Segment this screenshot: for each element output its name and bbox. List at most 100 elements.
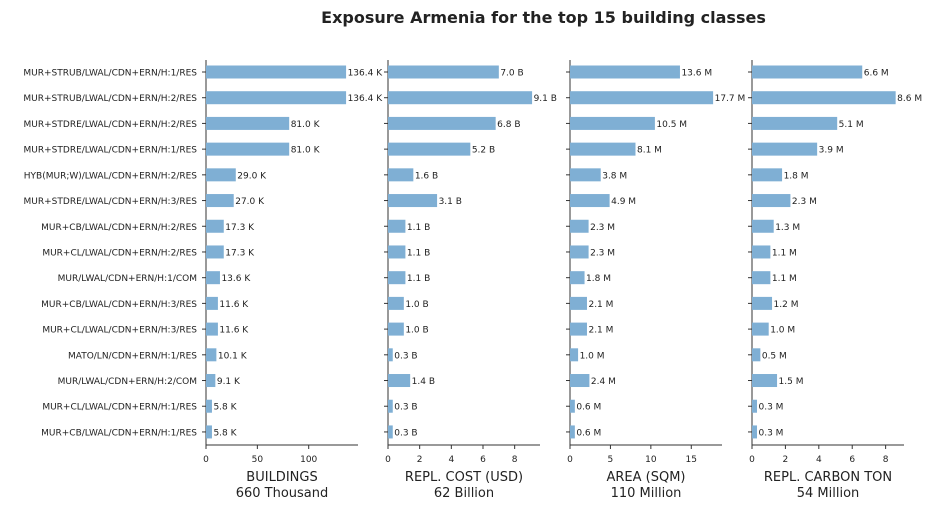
data-label: 5.8 K xyxy=(213,428,237,438)
x-tick-label: 0 xyxy=(203,455,209,465)
data-label: 81.0 K xyxy=(291,120,321,130)
bar xyxy=(206,425,212,439)
bar xyxy=(570,348,579,362)
data-label: 1.4 B xyxy=(412,377,435,387)
bar xyxy=(570,168,601,182)
x-tick-label: 0 xyxy=(749,455,755,465)
bar xyxy=(206,142,290,156)
data-label: 1.8 M xyxy=(586,274,611,284)
bar xyxy=(570,65,680,79)
bar xyxy=(752,322,769,336)
data-label: 17.3 K xyxy=(225,248,255,258)
data-label: 1.5 M xyxy=(779,377,804,387)
data-label: 4.9 M xyxy=(611,197,636,207)
data-label: 136.4 K xyxy=(348,94,384,104)
bar xyxy=(752,271,771,285)
bar xyxy=(206,194,234,208)
bar xyxy=(388,219,406,233)
bar xyxy=(388,168,414,182)
data-label: 2.1 M xyxy=(588,300,613,310)
x-tick-label: 0 xyxy=(385,455,391,465)
bar xyxy=(206,168,236,182)
bar xyxy=(388,322,404,336)
category-label: MUR+CB/LWAL/CDN+ERN/H:2/RES xyxy=(41,223,197,233)
category-label: MUR+CL/LWAL/CDN+ERN/H:1/RES xyxy=(42,403,197,413)
category-label: MUR+CB/LWAL/CDN+ERN/H:3/RES xyxy=(41,300,197,310)
x-axis-label: BUILDINGS xyxy=(246,470,317,485)
data-label: 10.1 K xyxy=(218,351,248,361)
data-label: 6.8 B xyxy=(497,120,520,130)
bar xyxy=(388,348,393,362)
data-label: 13.6 K xyxy=(221,274,251,284)
x-tick-label: 5 xyxy=(608,455,614,465)
bar xyxy=(752,219,774,233)
bar xyxy=(388,271,406,285)
bar xyxy=(570,245,589,259)
x-axis-label: REPL. CARBON TON xyxy=(764,470,892,485)
x-tick-label: 100 xyxy=(300,455,317,465)
data-label: 7.0 B xyxy=(500,69,523,79)
bar xyxy=(752,296,773,310)
category-label: MUR+STRUB/LWAL/CDN+ERN/H:1/RES xyxy=(23,69,197,79)
data-label: 1.0 M xyxy=(580,351,605,361)
x-tick-label: 8 xyxy=(883,455,889,465)
bar xyxy=(388,296,404,310)
category-label: MUR+CL/LWAL/CDN+ERN/H:2/RES xyxy=(42,248,197,258)
data-label: 0.6 M xyxy=(576,403,601,413)
data-label: 2.3 M xyxy=(792,197,817,207)
data-label: 3.9 M xyxy=(819,146,844,156)
bar xyxy=(206,65,347,79)
bar xyxy=(206,399,212,413)
bar xyxy=(752,374,778,388)
data-label: 1.1 B xyxy=(407,274,430,284)
bar xyxy=(388,65,499,79)
category-label: MUR+CB/LWAL/CDN+ERN/H:1/RES xyxy=(41,428,197,438)
bar xyxy=(206,116,290,130)
bar xyxy=(570,271,585,285)
data-label: 0.6 M xyxy=(576,428,601,438)
category-label: HYB(MUR;W)/LWAL/CDN+ERN/H:2/RES xyxy=(24,171,198,181)
bar xyxy=(570,374,590,388)
data-label: 0.3 B xyxy=(394,351,417,361)
x-tick-label: 4 xyxy=(816,455,822,465)
bar xyxy=(388,91,533,105)
bar xyxy=(388,245,406,259)
data-label: 8.1 M xyxy=(637,146,662,156)
data-label: 11.6 K xyxy=(219,326,249,336)
data-label: 10.5 M xyxy=(656,120,687,130)
bar xyxy=(752,91,896,105)
bar xyxy=(206,271,220,285)
category-label: MUR+STRUB/LWAL/CDN+ERN/H:2/RES xyxy=(23,94,197,104)
data-label: 9.1 K xyxy=(217,377,241,387)
category-label: MUR+STDRE/LWAL/CDN+ERN/H:3/RES xyxy=(24,197,198,207)
category-label: MUR/LWAL/CDN+ERN/H:2/COM xyxy=(58,377,197,387)
x-axis-label: AREA (SQM) xyxy=(606,470,685,485)
category-label: MUR+STDRE/LWAL/CDN+ERN/H:1/RES xyxy=(24,146,198,156)
bar xyxy=(388,374,411,388)
data-label: 2.3 M xyxy=(590,248,615,258)
data-label: 2.3 M xyxy=(590,223,615,233)
bar xyxy=(752,168,783,182)
data-label: 29.0 K xyxy=(237,171,267,181)
data-label: 13.6 M xyxy=(681,69,712,79)
panel-total: 62 Billion xyxy=(434,486,494,501)
bar xyxy=(752,348,761,362)
data-label: 1.6 B xyxy=(415,171,438,181)
panel-total: 660 Thousand xyxy=(236,486,329,501)
data-label: 1.1 B xyxy=(407,223,430,233)
data-label: 0.3 M xyxy=(759,428,784,438)
bar xyxy=(570,296,587,310)
bar xyxy=(388,425,393,439)
data-label: 1.3 M xyxy=(775,223,800,233)
bar xyxy=(570,219,589,233)
bar xyxy=(388,142,471,156)
data-label: 1.2 M xyxy=(774,300,799,310)
data-label: 1.1 M xyxy=(772,274,797,284)
data-label: 0.3 B xyxy=(394,403,417,413)
data-label: 5.2 B xyxy=(472,146,495,156)
bar xyxy=(570,116,655,130)
bar xyxy=(570,142,636,156)
data-label: 5.1 M xyxy=(839,120,864,130)
bar xyxy=(752,245,771,259)
bar xyxy=(206,296,218,310)
